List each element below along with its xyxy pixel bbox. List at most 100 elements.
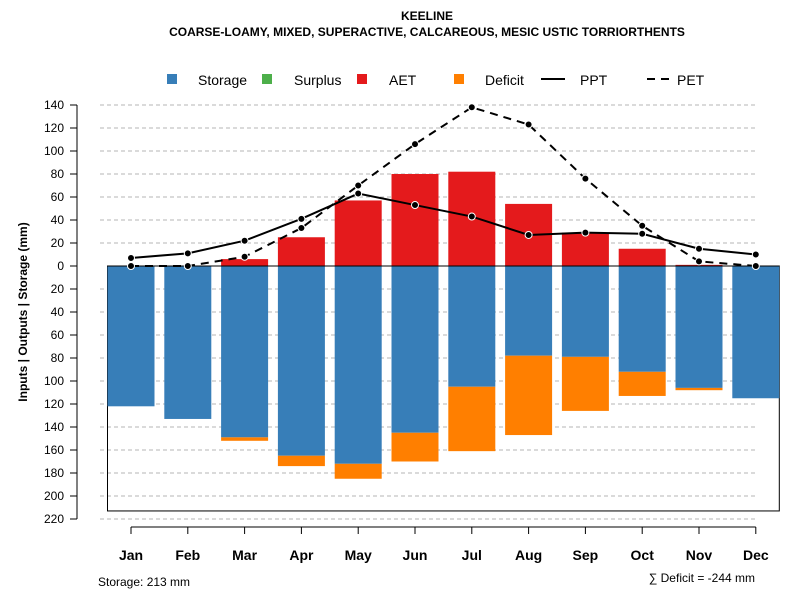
deficit-bar: [561, 356, 609, 411]
pet-point: [127, 262, 135, 270]
ppt-point: [581, 228, 590, 237]
y-tick-label: 200: [44, 489, 64, 503]
ppt-point: [240, 236, 249, 245]
ppt-point: [467, 212, 476, 221]
storage-bar: [448, 266, 496, 387]
y-tick-label: 0: [57, 259, 64, 273]
storage-bar: [164, 266, 212, 419]
aet-bar: [675, 264, 723, 266]
y-tick-label: 80: [51, 351, 65, 365]
y-tick-label: 120: [44, 121, 64, 135]
ppt-point: [751, 250, 760, 259]
y-tick-label: 220: [44, 512, 64, 526]
deficit-bar: [505, 355, 553, 436]
y-tick-label: 100: [44, 144, 64, 158]
ppt-point: [183, 249, 192, 258]
aet-bar: [334, 200, 382, 266]
x-tick-label: Jul: [462, 547, 482, 563]
ppt-point: [411, 201, 419, 210]
x-tick-label: Jun: [403, 547, 428, 563]
storage-bar: [505, 266, 553, 356]
storage-bar: [107, 266, 155, 407]
x-tick-label: Jan: [119, 547, 143, 563]
lines: [127, 103, 760, 270]
deficit-bar: [334, 463, 382, 479]
legend-swatch-surplus: [262, 74, 272, 84]
ppt-point: [695, 244, 703, 253]
ppt-point: [524, 230, 533, 239]
legend-swatch-aet: [357, 74, 367, 84]
ppt-point: [638, 229, 647, 238]
x-tick-label: Sep: [573, 547, 599, 563]
y-tick-label: 140: [44, 98, 64, 112]
deficit-bar: [618, 371, 666, 396]
deficit-bar: [221, 437, 269, 441]
legend-label-pet: PET: [677, 72, 705, 88]
legend-label-ppt: PPT: [580, 72, 608, 88]
x-tick-label: May: [345, 547, 372, 563]
storage-bar: [277, 266, 325, 456]
deficit-bar: [448, 386, 496, 452]
y-axis-label: Inputs | Outputs | Storage (mm): [16, 222, 30, 401]
storage-bar: [732, 266, 780, 399]
legend-label-deficit: Deficit: [485, 72, 524, 88]
y-tick-label: 60: [51, 190, 65, 204]
pet-point: [524, 120, 533, 129]
deficit-bar: [391, 432, 439, 462]
ppt-point: [354, 189, 363, 198]
deficit-bar: [277, 455, 325, 467]
x-tick-label: Apr: [289, 547, 314, 563]
legend: Storage Surplus AET Deficit PPT PET: [167, 72, 705, 88]
ppt-point: [297, 214, 306, 223]
ppt-point: [127, 253, 135, 262]
x-tick-label: Mar: [232, 547, 257, 563]
pet-point: [581, 174, 590, 183]
pet-point: [354, 181, 363, 190]
pet-point: [751, 262, 760, 270]
legend-swatch-deficit: [454, 74, 464, 84]
pet-line: [131, 106, 756, 267]
aet-bar: [618, 248, 666, 266]
aet-bar: [277, 237, 325, 266]
storage-bar: [675, 266, 723, 388]
pet-point: [297, 224, 306, 233]
x-tick-label: Oct: [631, 547, 655, 563]
y-tick-label: 180: [44, 466, 64, 480]
storage-bar: [391, 266, 439, 433]
pet-point: [467, 103, 476, 112]
pet-point: [638, 221, 647, 230]
bars: [107, 171, 780, 512]
axes: 1401201008060402002040608010012014016018…: [44, 98, 780, 563]
legend-label-storage: Storage: [198, 72, 247, 88]
y-tick-label: 140: [44, 420, 64, 434]
storage-bar: [334, 266, 382, 464]
aet-bar: [221, 259, 269, 266]
ppt-line: [130, 192, 756, 259]
x-tick-label: Nov: [686, 547, 713, 563]
legend-label-surplus: Surplus: [294, 72, 341, 88]
y-tick-label: 40: [51, 305, 65, 319]
chart-title: KEELINE: [401, 9, 453, 23]
aet-bar: [391, 174, 439, 266]
pet-point: [183, 262, 192, 270]
legend-label-aet: AET: [389, 72, 417, 88]
y-tick-label: 100: [44, 374, 64, 388]
x-tick-label: Dec: [743, 547, 769, 563]
deficit-footer: ∑ Deficit = -244 mm: [649, 571, 755, 585]
y-tick-label: 40: [51, 213, 65, 227]
storage-bar: [221, 266, 269, 438]
pet-point: [411, 140, 419, 149]
storage-bar: [561, 266, 609, 357]
y-tick-label: 60: [51, 328, 65, 342]
y-tick-label: 20: [51, 236, 65, 250]
legend-swatch-storage: [167, 74, 177, 84]
chart-subtitle: COARSE-LOAMY, MIXED, SUPERACTIVE, CALCAR…: [169, 25, 685, 39]
y-tick-label: 120: [44, 397, 64, 411]
storage-bar: [618, 266, 666, 372]
y-tick-label: 20: [51, 282, 65, 296]
pet-point: [240, 252, 249, 261]
x-tick-label: Aug: [515, 547, 542, 563]
pet-point: [695, 257, 703, 266]
x-tick-label: Feb: [175, 547, 200, 563]
